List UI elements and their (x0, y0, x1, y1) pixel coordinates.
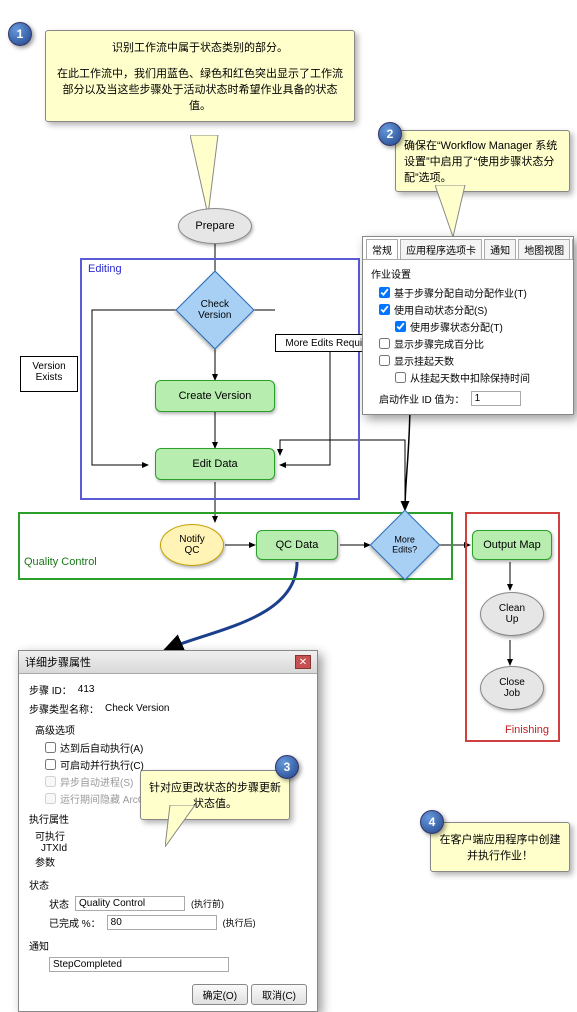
node-edit-data: Edit Data (155, 448, 275, 480)
qc-label: Quality Control (24, 556, 97, 568)
editing-label: Editing (88, 263, 122, 275)
state-input[interactable] (75, 896, 185, 911)
callout-1-line1: 识别工作流中属于状态类别的部分。 (54, 39, 346, 55)
done-pct-input[interactable] (107, 915, 217, 930)
badge-4: 4 (420, 810, 444, 834)
badge-1: 1 (8, 22, 32, 46)
state-before: (执行前) (191, 897, 224, 910)
node-output-map: Output Map (472, 530, 552, 560)
chk-adv1[interactable]: 达到后自动执行(A) (29, 739, 307, 756)
node-qc-data: QC Data (256, 530, 338, 560)
props-titlebar: 详细步骤属性 ✕ (19, 651, 317, 674)
badge-2: 2 (378, 122, 402, 146)
advanced-label: 高级选项 (35, 722, 307, 737)
callout-1-line2: 在此工作流中，我们用蓝色、绿色和红色突出显示了工作流部分以及当这些步骤处于活动状… (54, 65, 346, 113)
callout-3: 针对应更改状态的步骤更新状态值。 (140, 770, 290, 820)
settings-window: 常规 应用程序选项卡 通知 地图视图 工作流 感 作业设置 基于步骤分配自动分配… (362, 236, 574, 415)
state-section-label: 状态 (29, 877, 307, 892)
node-create-version: Create Version (155, 380, 275, 412)
props-title: 详细步骤属性 (25, 654, 91, 670)
callout-2-text: 确保在“Workflow Manager 系统设置”中启用了“使用步骤状态分配”… (404, 140, 557, 184)
step-type: Check Version (105, 703, 169, 714)
callout-1: 识别工作流中属于状态类别的部分。 在此工作流中，我们用蓝色、绿色和红色突出显示了… (45, 30, 355, 122)
done-pct-label: 已完成 %： (49, 915, 101, 930)
step-id: 413 (78, 684, 95, 695)
state-after: (执行后) (223, 916, 256, 929)
node-notify-qc: Notify QC (160, 524, 224, 566)
params-label: 参数 (29, 854, 307, 869)
callout-2-tail (435, 185, 485, 240)
chk-show-pct[interactable]: 显示步骤完成百分比 (371, 335, 565, 352)
node-prepare: Prepare (178, 208, 252, 244)
chk-step-status[interactable]: 使用步骤状态分配(T) (371, 318, 565, 335)
notify-input[interactable] (49, 957, 229, 972)
step-type-label: 步骤类型名称： (29, 701, 99, 716)
chk-show-hold[interactable]: 显示挂起天数 (371, 352, 565, 369)
node-close-job: Close Job (480, 666, 544, 710)
start-id-label: 启动作业 ID 值为： (379, 391, 465, 406)
finishing-label: Finishing (505, 724, 549, 736)
badge-3: 3 (275, 755, 299, 779)
tab-notify[interactable]: 通知 (484, 239, 516, 259)
callout-2: 确保在“Workflow Manager 系统设置”中启用了“使用步骤状态分配”… (395, 130, 570, 192)
chk-deduct-hold[interactable]: 从挂起天数中扣除保持时间 (371, 369, 565, 386)
callout-4: 在客户端应用程序中创建并执行作业！ (430, 822, 570, 872)
ok-button[interactable]: 确定(O) (192, 984, 248, 1005)
close-icon[interactable]: ✕ (295, 655, 311, 669)
start-id-input[interactable] (471, 391, 521, 406)
tab-workflow[interactable]: 工作流 (572, 239, 573, 259)
callout-3-tail (165, 805, 205, 850)
notify-section-label: 通知 (29, 938, 307, 953)
tab-general[interactable]: 常规 (366, 239, 398, 259)
settings-group: 作业设置 (371, 266, 565, 281)
state-field-label: 状态 (49, 896, 69, 911)
callout-4-text: 在客户端应用程序中创建并执行作业！ (440, 834, 561, 862)
cancel-button[interactable]: 取消(C) (251, 984, 307, 1005)
node-clean-up: Clean Up (480, 592, 544, 636)
step-id-label: 步骤 ID： (29, 682, 72, 697)
chk-auto-assign[interactable]: 基于步骤分配自动分配作业(T) (371, 284, 565, 301)
settings-tabs: 常规 应用程序选项卡 通知 地图视图 工作流 感 (363, 237, 573, 259)
tab-app[interactable]: 应用程序选项卡 (400, 239, 482, 259)
tab-map[interactable]: 地图视图 (518, 239, 570, 259)
chk-auto-status[interactable]: 使用自动状态分配(S) (371, 301, 565, 318)
label-version-exists: Version Exists (20, 356, 78, 392)
